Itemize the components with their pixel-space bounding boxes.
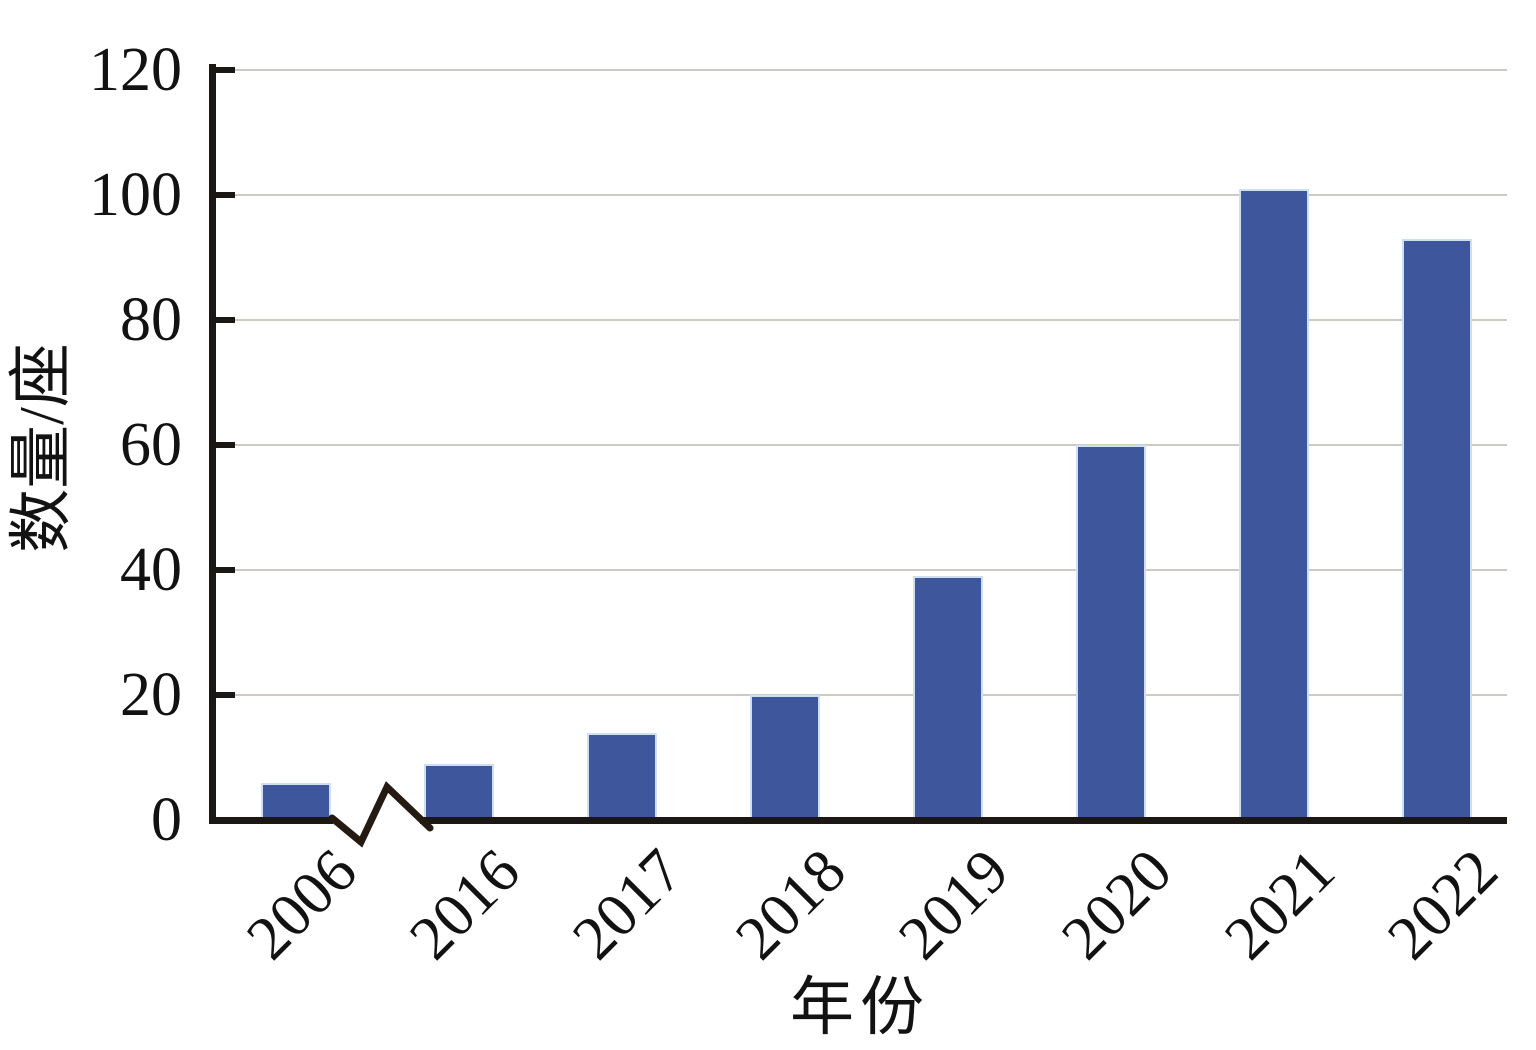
y-tick-mark-120 [209,67,235,73]
y-tick-mark-40 [209,567,235,573]
x-tick-label-2019: 2019 [886,836,1022,973]
bar-2016 [424,763,494,820]
bar-2018 [750,695,820,820]
bar-2022 [1402,238,1472,820]
x-axis-line-right [420,817,1507,824]
axis-break-icon [328,781,434,848]
x-tick-label-2018: 2018 [723,836,859,973]
gridline-60 [213,444,1507,446]
plot-area [209,67,1507,820]
x-axis-line-left [209,817,333,824]
x-tick-label-2022: 2022 [1375,836,1511,973]
y-tick-label-0: 0 [151,786,182,854]
y-tick-mark-100 [209,192,235,198]
x-tick-label-2021: 2021 [1212,836,1348,973]
gridline-80 [213,319,1507,321]
y-tick-mark-80 [209,317,235,323]
y-axis-line [209,64,216,824]
gridline-100 [213,194,1507,196]
x-tick-label-2020: 2020 [1049,836,1185,973]
x-tick-label-2017: 2017 [560,836,696,973]
y-tick-label-120: 120 [89,36,182,104]
gridline-20 [213,694,1507,696]
bar-2020 [1076,445,1146,820]
gridline-40 [213,569,1507,571]
x-axis-title: 年份 [790,972,930,1043]
bar-2006 [261,782,331,820]
bar-2019 [913,576,983,820]
y-tick-labels: 0 20 40 60 80 100 120 [0,38,196,852]
y-tick-label-100: 100 [89,161,182,229]
gridline-120 [213,69,1507,71]
y-tick-mark-60 [209,442,235,448]
y-tick-label-40: 40 [120,536,182,604]
y-tick-label-20: 20 [120,661,182,729]
y-tick-mark-20 [209,692,235,698]
bar-2021 [1239,188,1309,820]
bar-2017 [587,732,657,820]
y-tick-label-80: 80 [120,286,182,354]
y-tick-label-60: 60 [120,411,182,479]
axis-break-zigzag-line [328,781,434,848]
